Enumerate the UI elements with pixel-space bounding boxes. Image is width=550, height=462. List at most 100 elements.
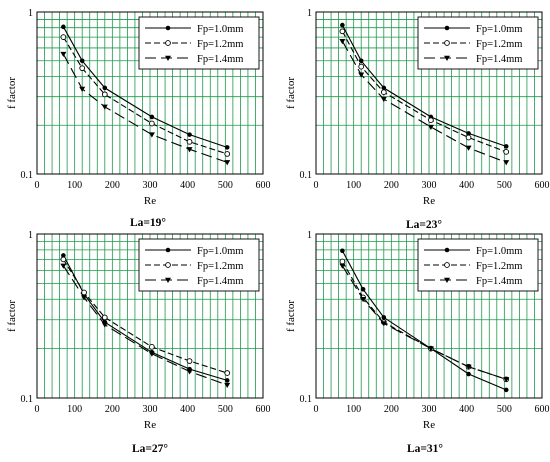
data-point — [381, 315, 387, 320]
data-point — [466, 371, 471, 377]
x-tick-label: 100 — [67, 404, 82, 415]
x-tick-label: 0 — [35, 404, 40, 415]
series-line — [341, 265, 507, 380]
y-tick-label: 0.1 — [21, 394, 34, 405]
x-tick-label: 600 — [535, 180, 550, 191]
data-point — [187, 132, 192, 137]
data-point — [427, 124, 434, 131]
data-point — [503, 149, 510, 155]
data-point — [224, 382, 231, 389]
series-2 — [60, 34, 231, 157]
legend-marker — [444, 40, 450, 46]
y-tick-label: 1 — [307, 230, 312, 241]
legend-label: Fp=1.2mm — [476, 261, 522, 272]
x-tick-label: 600 — [256, 404, 271, 415]
data-point — [60, 34, 67, 40]
series-line — [62, 36, 228, 155]
data-point — [224, 145, 230, 150]
data-point — [148, 132, 155, 138]
legend-item: Fp=1.0mm — [424, 24, 522, 35]
data-point — [339, 39, 346, 45]
panel-caption: La=31° — [407, 443, 443, 455]
x-tick-label: 400 — [180, 404, 195, 415]
series-line — [62, 26, 228, 148]
chart-panel-1: 0 100 200 300 400 500 600 0.1 1 Re f factor La=19° F… — [6, 8, 271, 229]
data-point — [148, 351, 155, 357]
x-tick-label: 300 — [143, 180, 158, 191]
y-axis-label: f factor — [6, 300, 18, 332]
data-point — [503, 160, 510, 166]
data-point — [60, 263, 67, 269]
series-line — [341, 24, 507, 147]
x-tick-label: 200 — [105, 404, 120, 415]
series-line — [62, 255, 228, 381]
legend-marker — [444, 277, 450, 283]
data-point — [340, 248, 345, 254]
plot-frame — [315, 11, 543, 175]
data-point — [149, 114, 155, 120]
data-point — [465, 145, 472, 151]
series-line — [62, 259, 228, 374]
y-tick-label: 0.1 — [300, 170, 313, 181]
legend-item: Fp=1.4mm — [424, 54, 522, 65]
x-axis-label: Re — [144, 195, 156, 207]
data-point — [224, 370, 231, 376]
x-tick-label: 500 — [218, 180, 233, 191]
panel-caption: La=27° — [132, 443, 168, 455]
legend-item: Fp=1.2mm — [145, 39, 243, 50]
data-point — [358, 63, 365, 70]
legend-label: Fp=1.0mm — [197, 246, 243, 257]
data-point — [339, 258, 346, 265]
series-line — [62, 265, 228, 386]
data-point — [465, 134, 472, 141]
data-point — [81, 295, 88, 301]
series-1 — [61, 24, 230, 150]
legend: Fp=1.0mm Fp=1.2mm Fp=1.4mm — [417, 16, 539, 70]
data-point — [186, 138, 193, 145]
legend-label: Fp=1.0mm — [476, 246, 522, 257]
data-point — [101, 322, 108, 328]
x-axis-label: Re — [144, 419, 156, 431]
series-3 — [339, 263, 510, 383]
x-tick-label: 500 — [218, 404, 233, 415]
legend-label: Fp=1.4mm — [197, 276, 243, 287]
y-tick-label: 1 — [28, 230, 33, 241]
legend-item: Fp=1.0mm — [145, 246, 243, 257]
data-point — [360, 287, 366, 292]
legend-item: Fp=1.2mm — [145, 261, 243, 272]
data-point — [79, 58, 85, 64]
x-tick-label: 0 — [314, 180, 319, 191]
legend-item: Fp=1.4mm — [145, 276, 243, 287]
data-point — [224, 378, 230, 383]
panel-caption: La=23° — [406, 219, 442, 231]
x-tick-label: 600 — [535, 404, 550, 415]
x-tick-label: 200 — [384, 404, 399, 415]
data-point — [79, 65, 86, 72]
legend-marker — [165, 25, 171, 31]
series-line — [62, 53, 228, 163]
legend-marker — [165, 40, 171, 46]
data-point — [102, 85, 108, 91]
panel-caption: La=19° — [130, 217, 166, 229]
legend-label: Fp=1.2mm — [476, 39, 522, 50]
x-tick-label: 300 — [143, 404, 158, 415]
y-axis-label: f factor — [285, 77, 297, 109]
x-tick-label: 100 — [346, 180, 361, 191]
x-tick-label: 0 — [314, 404, 319, 415]
data-point — [380, 89, 387, 96]
x-tick-label: 600 — [256, 180, 271, 191]
data-point — [381, 85, 387, 91]
legend-item: Fp=1.2mm — [424, 39, 522, 50]
data-point — [465, 364, 472, 370]
x-tick-label: 400 — [459, 404, 474, 415]
data-point — [380, 96, 387, 103]
data-point — [340, 22, 345, 28]
legend-label: Fp=1.4mm — [197, 54, 243, 65]
y-axis-label: f factor — [285, 300, 297, 332]
data-point — [503, 377, 510, 383]
data-point — [380, 321, 387, 327]
data-point — [60, 51, 67, 58]
series-3 — [60, 51, 231, 166]
legend-label: Fp=1.0mm — [476, 24, 522, 35]
